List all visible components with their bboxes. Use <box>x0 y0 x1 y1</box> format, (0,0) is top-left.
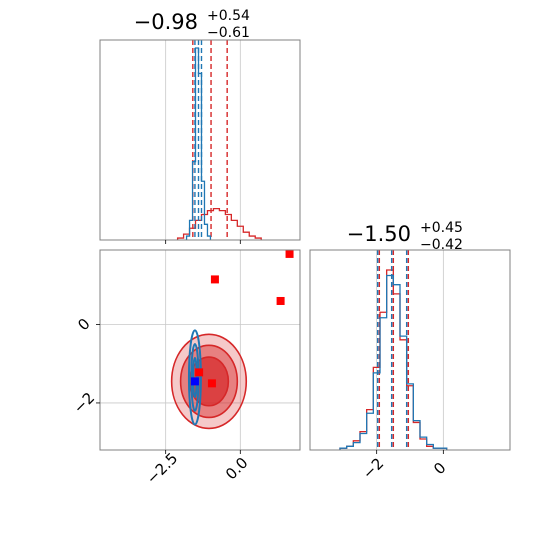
title-p1-main: −1.50 <box>347 222 411 246</box>
title-p1-sub: −0.42 <box>420 237 463 253</box>
p0-histograms <box>176 40 262 240</box>
joint-xtick-label-0: −2.5 <box>143 449 181 487</box>
panel-p1-frame <box>309 249 511 451</box>
title-p0-sub: −0.61 <box>207 25 250 41</box>
joint-red-marker-3 <box>195 368 204 377</box>
p1-ticks: −2 0 <box>359 450 450 483</box>
joint-blue-contour-0 <box>187 329 202 426</box>
joint-red-marker-2 <box>276 296 285 305</box>
p1-hist-blue <box>339 274 448 450</box>
panel-p0-frame-bg <box>100 40 300 240</box>
joint-ytick-label-1: −2 <box>70 389 98 417</box>
joint-red-marker-0 <box>285 250 294 258</box>
joint-ytick-label-0: 0 <box>74 315 93 334</box>
p1-gridlines <box>376 250 444 450</box>
title-p0: −0.98 +0.54 −0.61 <box>134 8 250 41</box>
title-p1-sup: +0.45 <box>420 220 463 236</box>
p0-gridlines <box>165 40 241 240</box>
p1-xtick-label-1: 0 <box>430 459 449 478</box>
p1-histograms <box>339 250 448 450</box>
panel-joint: −2.5 0.0 0 −2 <box>70 249 301 488</box>
panel-p0-frame <box>99 39 301 241</box>
joint-blue-marker-0 <box>190 377 199 386</box>
panel-p1-frame-bg <box>310 250 510 450</box>
joint-red-marker-1 <box>210 275 219 284</box>
title-p1: −1.50 +0.45 −0.42 <box>347 220 463 253</box>
panel-p0-hist <box>99 39 301 244</box>
joint-xtick-label-1: 0.0 <box>222 454 252 484</box>
joint-contours <box>170 250 294 430</box>
title-p0-main: −0.98 <box>134 10 198 34</box>
title-p0-sup: +0.54 <box>207 8 250 24</box>
p1-xtick-label-0: −2 <box>359 454 387 482</box>
p0-tickmarks <box>165 240 241 244</box>
panel-joint-frame <box>99 249 301 451</box>
joint-red-marker-4 <box>207 379 216 388</box>
panel-p1-hist: −2 0 <box>309 249 511 483</box>
